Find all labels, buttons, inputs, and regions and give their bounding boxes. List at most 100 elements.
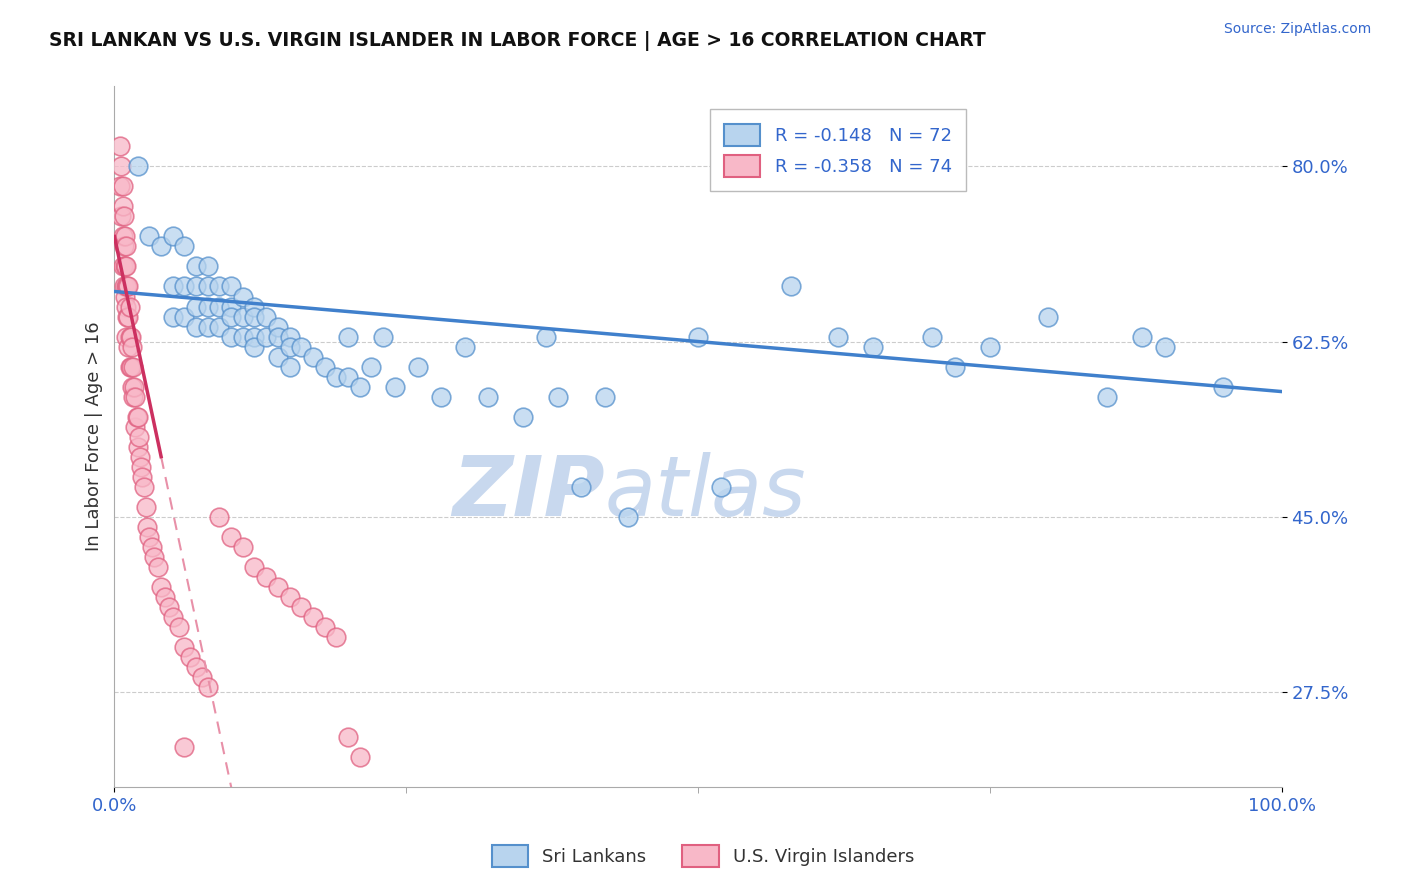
Point: [127, 409, 149, 424]
Point: [208, 509, 231, 524]
Point: [710, 480, 733, 494]
Point: [862, 339, 884, 353]
Point: [254, 310, 277, 324]
Legend: R = -0.148   N = 72, R = -0.358   N = 74: R = -0.148 N = 72, R = -0.358 N = 74: [710, 110, 966, 192]
Point: [243, 329, 266, 343]
Point: [1212, 379, 1234, 393]
Point: [117, 279, 139, 293]
Point: [162, 229, 184, 244]
Point: [110, 160, 132, 174]
Point: [232, 329, 254, 343]
Point: [120, 329, 142, 343]
Point: [162, 609, 184, 624]
Point: [267, 329, 290, 343]
Point: [112, 279, 135, 293]
Point: [453, 339, 475, 353]
Point: [111, 260, 134, 274]
Point: [184, 659, 207, 673]
Point: [111, 229, 134, 244]
Point: [118, 359, 141, 374]
Point: [122, 379, 145, 393]
Point: [184, 279, 207, 293]
Point: [110, 210, 132, 224]
Point: [1130, 329, 1153, 343]
Point: [278, 339, 301, 353]
Point: [135, 500, 157, 514]
Point: [360, 359, 382, 374]
Point: [150, 580, 173, 594]
Point: [114, 260, 136, 274]
Point: [115, 300, 138, 314]
Point: [173, 310, 195, 324]
Point: [197, 680, 219, 694]
Point: [302, 350, 325, 364]
Point: [430, 390, 453, 404]
Point: [1038, 310, 1060, 324]
Point: [115, 279, 138, 293]
Point: [129, 450, 152, 464]
Point: [232, 289, 254, 303]
Y-axis label: In Labor Force | Age > 16: In Labor Force | Age > 16: [86, 322, 103, 551]
Point: [219, 530, 242, 544]
Point: [138, 229, 160, 244]
Point: [208, 300, 231, 314]
Text: SRI LANKAN VS U.S. VIRGIN ISLANDER IN LABOR FORCE | AGE > 16 CORRELATION CHART: SRI LANKAN VS U.S. VIRGIN ISLANDER IN LA…: [49, 31, 986, 51]
Point: [349, 749, 371, 764]
Point: [127, 440, 149, 454]
Point: [278, 590, 301, 604]
Point: [121, 379, 143, 393]
Point: [117, 310, 139, 324]
Point: [325, 369, 347, 384]
Point: [406, 359, 429, 374]
Point: [617, 509, 640, 524]
Point: [138, 530, 160, 544]
Point: [157, 599, 180, 614]
Point: [336, 329, 359, 343]
Point: [336, 369, 359, 384]
Point: [118, 329, 141, 343]
Point: [943, 359, 966, 374]
Point: [254, 570, 277, 584]
Point: [243, 310, 266, 324]
Point: [278, 329, 301, 343]
Point: [314, 359, 336, 374]
Point: [267, 350, 290, 364]
Point: [569, 480, 592, 494]
Point: [208, 319, 231, 334]
Point: [173, 739, 195, 754]
Text: ZIP: ZIP: [453, 452, 605, 533]
Point: [290, 339, 312, 353]
Point: [219, 329, 242, 343]
Point: [254, 329, 277, 343]
Point: [232, 540, 254, 554]
Point: [371, 329, 394, 343]
Point: [173, 239, 195, 253]
Point: [110, 139, 132, 153]
Point: [267, 319, 290, 334]
Point: [111, 199, 134, 213]
Point: [349, 379, 371, 393]
Point: [127, 160, 149, 174]
Point: [117, 339, 139, 353]
Point: [111, 179, 134, 194]
Point: [115, 260, 138, 274]
Point: [314, 620, 336, 634]
Point: [118, 300, 141, 314]
Point: [131, 469, 153, 483]
Point: [384, 379, 406, 393]
Point: [150, 239, 173, 253]
Point: [179, 649, 201, 664]
Point: [219, 279, 242, 293]
Point: [780, 279, 803, 293]
Point: [290, 599, 312, 614]
Legend: Sri Lankans, U.S. Virgin Islanders: Sri Lankans, U.S. Virgin Islanders: [485, 838, 921, 874]
Point: [120, 359, 142, 374]
Point: [267, 580, 290, 594]
Point: [547, 390, 569, 404]
Point: [197, 260, 219, 274]
Point: [162, 279, 184, 293]
Point: [1154, 339, 1177, 353]
Point: [112, 210, 135, 224]
Point: [124, 390, 146, 404]
Point: [115, 239, 138, 253]
